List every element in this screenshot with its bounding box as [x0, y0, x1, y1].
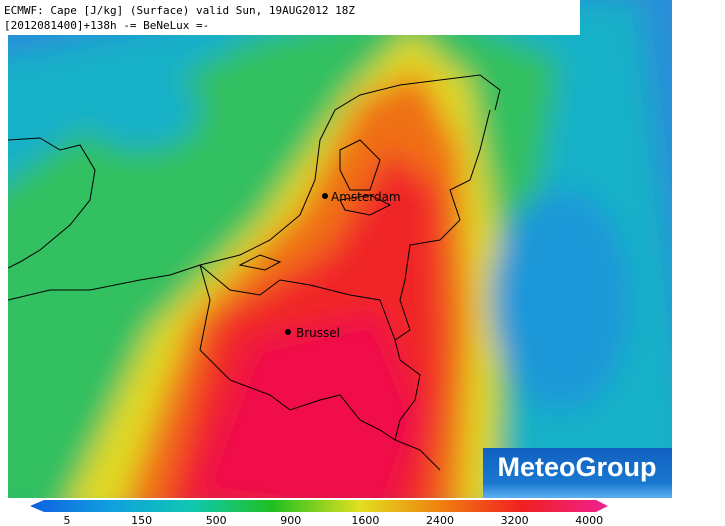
colorbar [30, 500, 608, 512]
city-dot [285, 329, 291, 335]
colorbar-tick-label: 3200 [501, 514, 529, 526]
colorbar-tick-label: 900 [280, 514, 301, 526]
city-dot [322, 193, 328, 199]
header-line: ECMWF: Cape [J/kg] (Surface) valid Sun, … [4, 4, 355, 17]
cape-field: Amsterdam Brussel [8, 0, 672, 498]
colorbar-tick-label: 4000 [575, 514, 603, 526]
colorbar-tick-label: 5 [64, 514, 71, 526]
colorbar-ticks: 5 150 500 900 1600 2400 3200 4000 [64, 514, 604, 526]
city-label: Amsterdam [331, 190, 401, 204]
city-label: Brussel [296, 326, 340, 340]
logo-box [483, 448, 672, 498]
colorbar-tick-label: 150 [131, 514, 152, 526]
logo-text: MeteoGroup [498, 452, 657, 482]
header-line: [2012081400]+138h -= BeNeLux =- [4, 19, 209, 32]
header-box [0, 0, 580, 35]
colorbar-tick-label: 1600 [351, 514, 379, 526]
borders [8, 74, 501, 471]
colorbar-tick-label: 500 [206, 514, 227, 526]
colorbar-tick-label: 2400 [426, 514, 454, 526]
